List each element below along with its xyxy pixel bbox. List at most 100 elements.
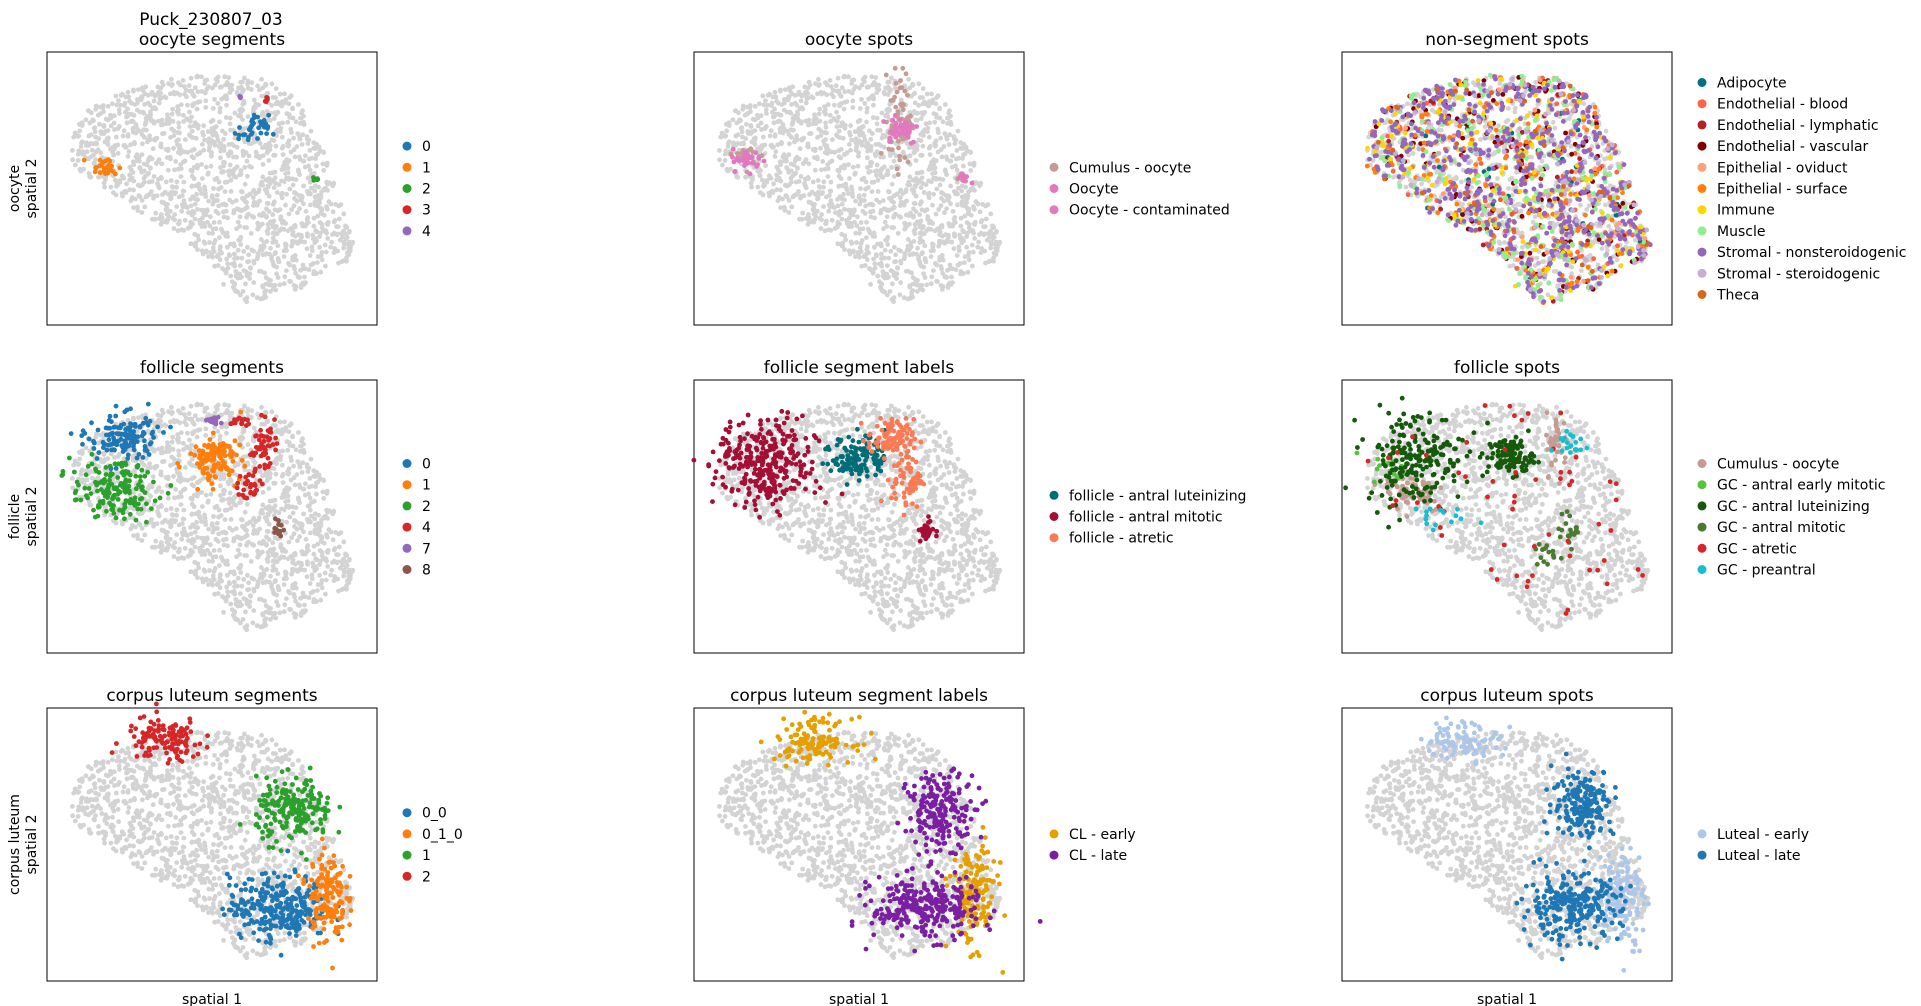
background-point [305,215,311,220]
background-point [133,130,139,136]
background-point [293,191,299,197]
background-point [875,273,881,279]
background-point [203,194,209,200]
background-point [307,253,313,258]
background-point [134,158,140,164]
data-point [887,136,893,142]
data-point [251,120,256,126]
background-point [127,177,132,183]
background-point [207,240,212,245]
background-point [748,109,753,115]
background-point [299,142,305,147]
background-point [309,185,314,191]
background-point [796,189,801,194]
background-point [1405,101,1410,107]
background-point [323,249,329,255]
background-point [154,92,160,98]
background-point [158,85,164,91]
background-point [781,158,787,164]
background-point [271,185,277,191]
background-point [912,184,918,190]
background-point [141,161,147,167]
data-point [969,180,975,186]
background-point [769,142,775,148]
background-point [215,198,220,203]
data-point [960,171,965,177]
background-point [871,102,876,108]
background-point [126,149,132,155]
background-point [836,173,842,179]
background-point [225,265,231,271]
background-point [774,177,779,183]
background-point [84,140,89,146]
background-point [787,182,792,188]
background-point [227,121,233,127]
background-point [117,111,122,116]
background-point [993,252,999,257]
background-point [818,90,824,95]
background-point [972,236,978,241]
data-point [747,171,753,177]
background-point [136,193,142,199]
background-point [319,189,324,195]
background-point [178,102,184,108]
background-point [786,210,792,215]
background-point [893,259,899,264]
background-point [223,95,229,100]
oocyte-segments-title: oocyte segments [139,30,285,50]
non-segment-spots-background-spots [1365,73,1651,305]
background-point [905,244,911,249]
background-point [125,154,131,159]
background-point [221,214,227,220]
background-point [829,217,835,223]
background-point [977,209,983,215]
background-point [177,92,183,98]
background-point [137,109,143,115]
background-point [346,252,352,257]
background-point [336,216,342,222]
background-point [930,241,935,247]
background-point [271,262,276,268]
background-point [1581,101,1587,107]
background-point [228,273,234,279]
background-point [837,194,843,200]
background-point [187,109,192,115]
background-point [988,211,994,217]
background-point [862,253,868,259]
background-point [947,108,952,114]
background-point [163,219,168,225]
background-point [966,222,972,227]
background-point [239,196,245,201]
background-point [256,222,261,228]
background-point [70,148,75,153]
background-point [192,120,198,126]
legend-label: Oocyte [1069,182,1119,198]
background-point [826,208,832,214]
background-point [822,104,827,109]
background-point [979,218,985,223]
data-point [104,165,110,171]
background-point [945,115,951,121]
background-point [944,136,950,142]
background-point [816,126,822,132]
background-point [271,152,277,158]
background-point [967,161,973,167]
data-point [883,72,889,78]
background-point [757,101,762,107]
background-point [738,125,744,131]
background-point [255,226,261,232]
background-point [938,203,944,209]
background-point [875,189,881,194]
background-point [774,187,780,193]
data-point [1390,168,1396,174]
background-point [171,226,177,231]
data-point [897,157,903,163]
background-point [309,244,315,250]
background-point [142,102,148,107]
background-point [140,182,145,188]
background-point [947,280,953,286]
data-point [265,124,271,129]
background-point [915,245,920,251]
data-point [893,120,899,126]
background-point [806,212,811,217]
